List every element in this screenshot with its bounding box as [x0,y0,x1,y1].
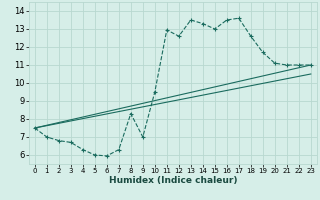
X-axis label: Humidex (Indice chaleur): Humidex (Indice chaleur) [108,176,237,185]
